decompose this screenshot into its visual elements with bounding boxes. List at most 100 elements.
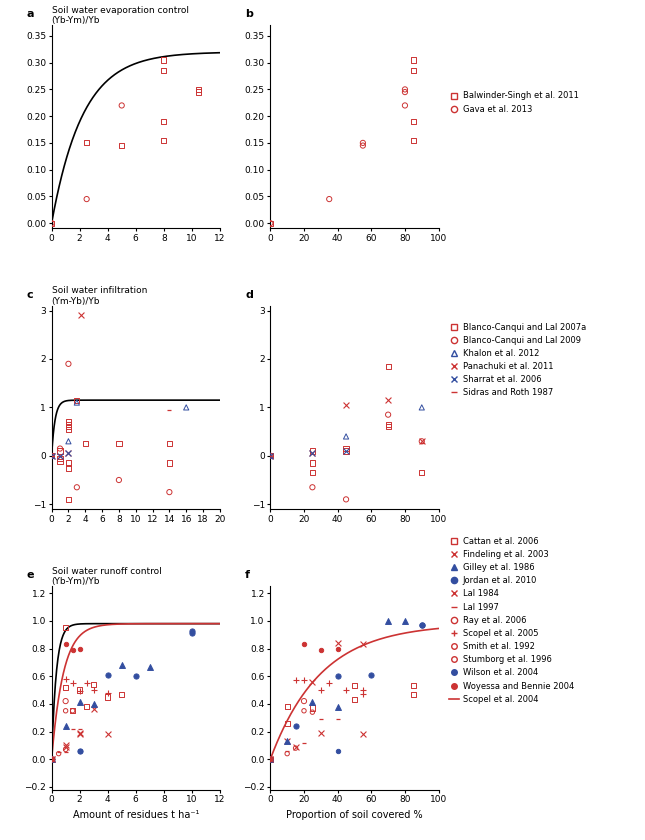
Text: Soil water infiltration
(Ym-Yb)/Yb: Soil water infiltration (Ym-Yb)/Yb: [52, 286, 147, 306]
Point: [341, 492, 352, 506]
Point: [61, 695, 71, 708]
Point: [72, 393, 82, 407]
Point: [265, 753, 275, 766]
Point: [417, 401, 427, 414]
Point: [332, 669, 342, 683]
Point: [408, 680, 419, 693]
Point: [307, 466, 317, 480]
Point: [63, 415, 74, 428]
Point: [46, 449, 57, 463]
Point: [417, 436, 427, 449]
Point: [299, 695, 309, 708]
Point: [265, 753, 275, 766]
Point: [408, 115, 419, 129]
Point: [307, 696, 317, 709]
Point: [68, 704, 78, 717]
Point: [74, 744, 84, 758]
Point: [74, 642, 84, 655]
Point: [265, 753, 275, 766]
Point: [299, 638, 309, 651]
Text: d: d: [245, 290, 253, 300]
Point: [63, 461, 74, 475]
Point: [61, 672, 71, 685]
Point: [265, 753, 275, 766]
Point: [265, 753, 275, 766]
Point: [81, 700, 92, 713]
Point: [400, 82, 410, 96]
Point: [72, 396, 82, 409]
Point: [54, 746, 64, 759]
Point: [299, 704, 309, 717]
Point: [324, 192, 334, 206]
Point: [61, 746, 71, 759]
Point: [299, 736, 309, 749]
Point: [144, 659, 155, 673]
Point: [417, 618, 427, 632]
Point: [46, 753, 57, 766]
Point: [307, 706, 317, 719]
Point: [46, 217, 57, 230]
Point: [383, 420, 393, 433]
Point: [307, 456, 317, 470]
Point: [383, 417, 393, 431]
Point: [417, 466, 427, 480]
Point: [417, 618, 427, 632]
Point: [55, 444, 65, 458]
Point: [46, 753, 57, 766]
Legend: Cattan et al. 2006, Findeling et al. 2003, Gilley et al. 1986, Jordan et al. 201: Cattan et al. 2006, Findeling et al. 200…: [446, 533, 577, 707]
Point: [307, 447, 317, 460]
Point: [307, 444, 317, 458]
Point: [332, 744, 342, 758]
Point: [341, 444, 352, 458]
Point: [159, 53, 169, 66]
Point: [383, 393, 393, 407]
Point: [315, 683, 326, 696]
Point: [46, 753, 57, 766]
Point: [76, 309, 86, 323]
Point: [74, 744, 84, 758]
Point: [74, 685, 84, 698]
Text: e: e: [26, 570, 34, 580]
Point: [417, 434, 427, 448]
Point: [400, 99, 410, 113]
Point: [282, 734, 292, 748]
Point: [315, 643, 326, 657]
Point: [88, 683, 99, 696]
Text: f: f: [245, 570, 250, 580]
Point: [55, 452, 65, 465]
Point: [315, 712, 326, 726]
Point: [117, 99, 127, 113]
Point: [265, 753, 275, 766]
Point: [358, 139, 368, 152]
Point: [265, 449, 275, 463]
Point: [46, 217, 57, 230]
Point: [358, 136, 368, 150]
Point: [307, 675, 317, 689]
Point: [46, 753, 57, 766]
Point: [117, 139, 127, 152]
Point: [332, 712, 342, 726]
Point: [61, 621, 71, 634]
Point: [68, 704, 78, 717]
Legend: Blanco-Canqui and Lal 2007a, Blanco-Canqui and Lal 2009, Khalon et al. 2012, Pan: Blanco-Canqui and Lal 2007a, Blanco-Canq…: [446, 319, 590, 401]
Point: [81, 192, 92, 206]
Point: [408, 687, 419, 701]
Point: [341, 444, 352, 458]
Point: [46, 449, 57, 463]
Point: [103, 668, 113, 681]
Point: [114, 437, 124, 450]
Point: [46, 449, 57, 463]
Point: [164, 437, 175, 450]
Point: [74, 683, 84, 696]
Point: [265, 449, 275, 463]
Point: [159, 115, 169, 129]
Point: [103, 686, 113, 700]
Point: [181, 401, 192, 414]
Point: [46, 753, 57, 766]
Point: [350, 693, 360, 706]
Point: [341, 683, 352, 696]
Point: [186, 627, 197, 640]
Point: [61, 638, 71, 651]
Point: [46, 449, 57, 463]
Point: [63, 447, 74, 460]
